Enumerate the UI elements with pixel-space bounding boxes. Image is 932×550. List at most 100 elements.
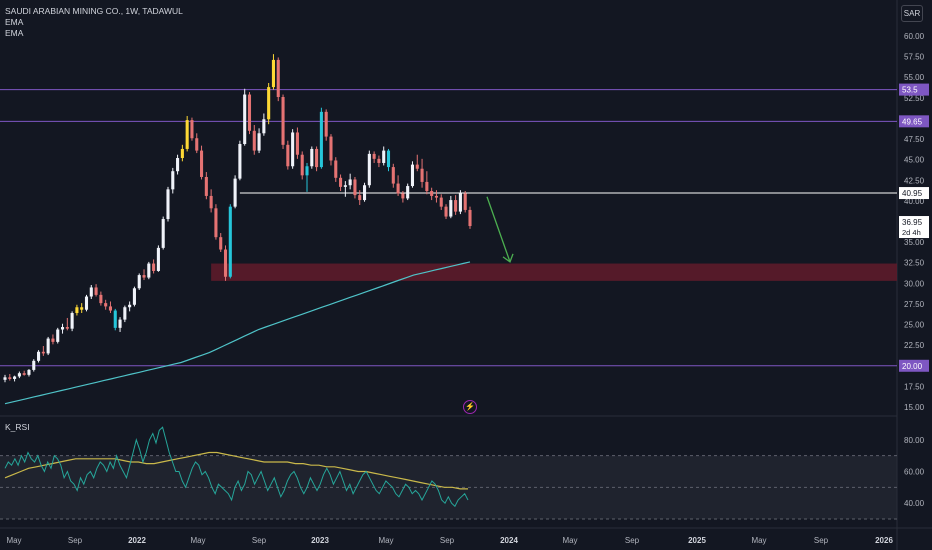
price-tick-label: 35.00 xyxy=(904,238,925,247)
candle xyxy=(128,304,132,308)
price-tick-label: 47.50 xyxy=(904,135,925,144)
level-price-label-bg xyxy=(899,359,929,372)
price-tick-label: 27.50 xyxy=(904,300,925,309)
candle xyxy=(113,310,117,328)
candle xyxy=(425,181,429,191)
price-tick-label: 25.00 xyxy=(904,321,925,330)
chart-legend: SAUDI ARABIAN MINING CO., 1W, TADAWUL EM… xyxy=(5,6,183,39)
candle xyxy=(108,306,113,311)
level-price-label-bg xyxy=(899,115,929,128)
candle xyxy=(358,195,362,201)
time-tick-label: May xyxy=(751,536,766,545)
symbol-title[interactable]: SAUDI ARABIAN MINING CO., 1W, TADAWUL xyxy=(5,6,183,16)
candle xyxy=(166,189,170,220)
candle xyxy=(200,150,204,177)
candle xyxy=(300,154,304,176)
level-price-label: 49.65 xyxy=(902,117,923,126)
candle xyxy=(295,132,299,155)
time-tick-label: 2026 xyxy=(875,536,893,545)
candle xyxy=(65,327,69,329)
candle xyxy=(377,158,381,163)
candle xyxy=(41,351,45,354)
candle xyxy=(56,329,60,342)
candle xyxy=(89,287,93,297)
price-tick-label: 17.50 xyxy=(904,382,925,391)
candle xyxy=(132,288,136,305)
candle xyxy=(171,171,175,190)
candle xyxy=(367,153,371,186)
price-tick-label: 42.50 xyxy=(904,176,925,185)
price-tick-label: 40.00 xyxy=(904,197,925,206)
price-tick-label: 57.50 xyxy=(904,53,925,62)
candle xyxy=(176,158,180,172)
candle xyxy=(84,296,89,310)
time-tick-label: 2025 xyxy=(688,536,706,545)
ema-legend-2[interactable]: EMA xyxy=(5,28,24,38)
candle xyxy=(401,193,405,199)
candle xyxy=(123,307,127,320)
candle xyxy=(247,94,252,131)
price-tick-label: 30.00 xyxy=(904,279,925,288)
candle xyxy=(286,144,290,167)
countdown-label: 2d 4h xyxy=(902,228,921,237)
price-tick-label: 15.00 xyxy=(904,403,925,412)
candle xyxy=(8,377,12,379)
candle xyxy=(434,195,438,198)
support-price-label: 40.95 xyxy=(902,189,923,198)
candle xyxy=(305,166,309,176)
candle xyxy=(219,237,223,250)
candle xyxy=(315,148,319,168)
candle xyxy=(51,338,55,342)
candle xyxy=(334,160,338,178)
candle xyxy=(281,97,285,145)
candle xyxy=(348,179,352,186)
candle xyxy=(3,377,7,380)
candle xyxy=(382,150,386,163)
level-price-label: 53.5 xyxy=(902,86,918,95)
support-price-label-bg xyxy=(899,187,929,200)
price-tick-label: 32.50 xyxy=(904,259,925,268)
candle xyxy=(415,164,419,169)
candle xyxy=(396,183,400,194)
candle xyxy=(243,94,247,145)
time-tick-label: May xyxy=(378,536,393,545)
candle xyxy=(214,208,218,238)
candle xyxy=(228,206,232,277)
candle xyxy=(180,148,184,159)
candle xyxy=(104,303,108,307)
candle xyxy=(463,193,467,210)
candle xyxy=(271,59,275,88)
rsi-line xyxy=(4,426,469,508)
currency-button[interactable]: SAR xyxy=(901,5,923,22)
candle xyxy=(190,120,194,139)
candle xyxy=(238,144,242,179)
candle xyxy=(22,373,26,375)
candle xyxy=(454,200,458,212)
candle xyxy=(37,351,41,361)
candle xyxy=(204,176,208,196)
time-tick-label: May xyxy=(562,536,577,545)
rsi-tick-label: 80.00 xyxy=(904,436,925,445)
rsi-legend[interactable]: K_RSI xyxy=(5,422,30,432)
ema-legend-1[interactable]: EMA xyxy=(5,17,24,27)
lightning-icon[interactable]: ⚡ xyxy=(463,400,477,414)
candle xyxy=(142,275,146,278)
time-tick-label: May xyxy=(6,536,21,545)
candle xyxy=(343,185,347,187)
price-tick-label: 60.00 xyxy=(904,32,925,41)
projection-arrow xyxy=(486,196,511,263)
candle xyxy=(444,206,448,217)
candle xyxy=(386,150,391,168)
candle xyxy=(406,186,410,199)
candle xyxy=(329,136,333,161)
level-price-label: 20.00 xyxy=(902,362,923,371)
candle xyxy=(137,275,141,289)
candle xyxy=(75,307,79,314)
candle xyxy=(362,185,367,201)
candle xyxy=(13,376,17,379)
candle xyxy=(439,197,443,207)
price-tick-label: 52.50 xyxy=(904,94,925,103)
candle xyxy=(262,119,266,134)
